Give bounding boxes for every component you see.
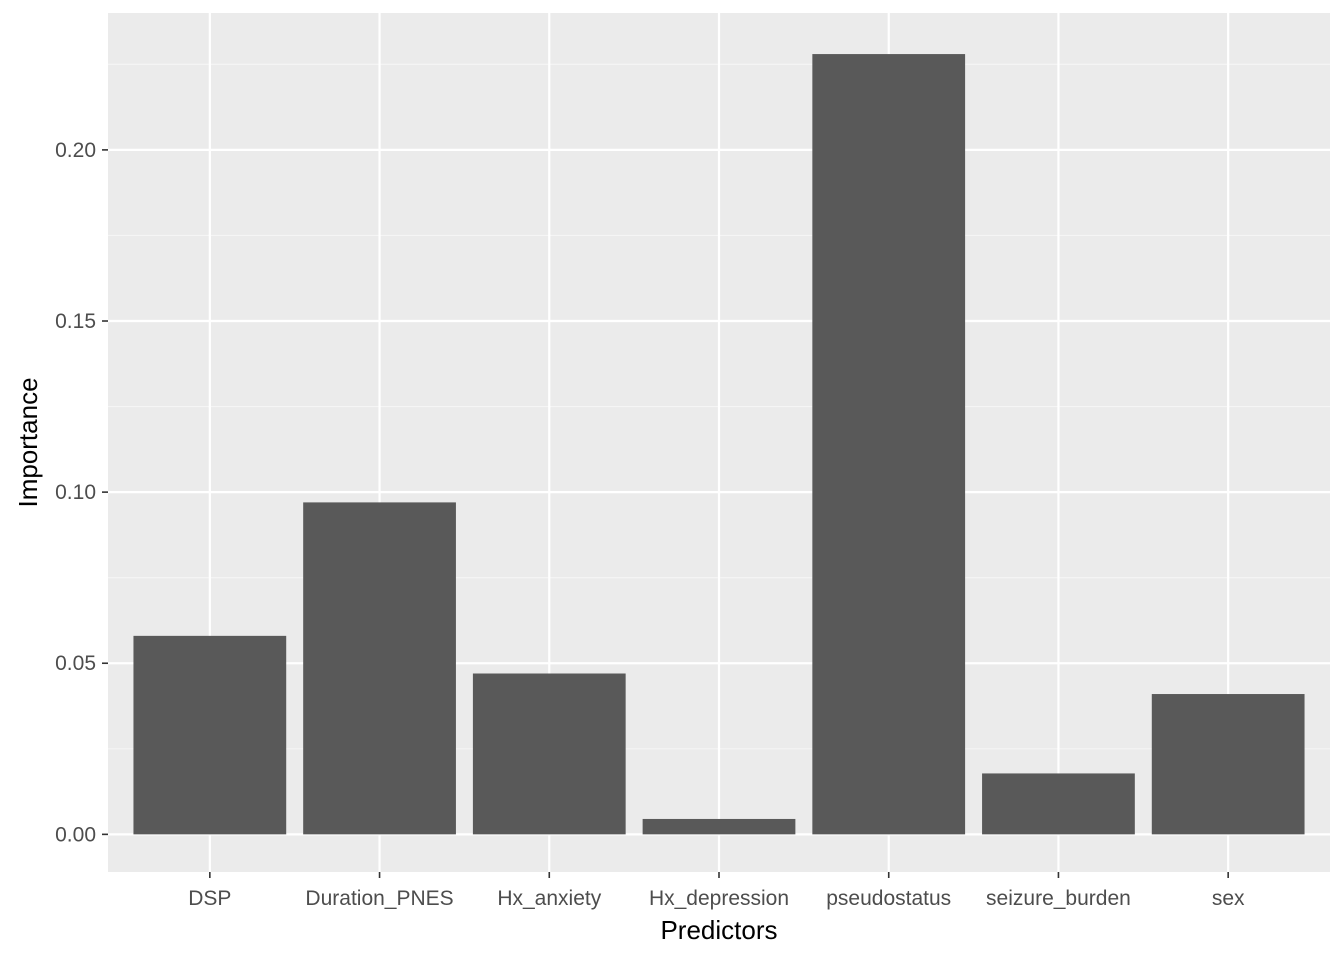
bar-hx-anxiety — [472, 673, 626, 835]
x-tick-label: pseudostatus — [826, 887, 951, 910]
y-tick-label: 0.00 — [55, 823, 96, 846]
y-tick-label: 0.20 — [55, 139, 96, 162]
x-tick-label: Hx_anxiety — [497, 887, 601, 910]
y-tick-label: 0.10 — [55, 481, 96, 504]
x-tick-label: DSP — [188, 887, 231, 910]
x-axis: DSP Duration_PNES Hx_anxiety Hx_depression p… — [188, 872, 1245, 910]
bar-sex — [1151, 694, 1305, 835]
y-tick-label: 0.05 — [55, 652, 96, 675]
y-tick-label: 0.15 — [55, 310, 96, 333]
x-axis-title: Predictors — [660, 915, 777, 945]
x-tick-label: seizure_burden — [986, 887, 1131, 910]
bar-seizure-burden — [982, 773, 1135, 835]
y-axis: 0.00 0.05 0.10 0.15 0.20 — [55, 139, 108, 846]
x-tick-label: Duration_PNES — [305, 887, 453, 910]
bars — [133, 54, 1305, 835]
bar-dsp — [133, 635, 287, 835]
x-tick-label: sex — [1212, 887, 1245, 910]
bar-duration-pnes — [303, 502, 456, 835]
y-axis-title: Importance — [13, 377, 43, 507]
bar-pseudostatus — [812, 54, 966, 835]
bar-hx-depression — [642, 818, 796, 835]
x-tick-label: Hx_depression — [649, 887, 789, 910]
